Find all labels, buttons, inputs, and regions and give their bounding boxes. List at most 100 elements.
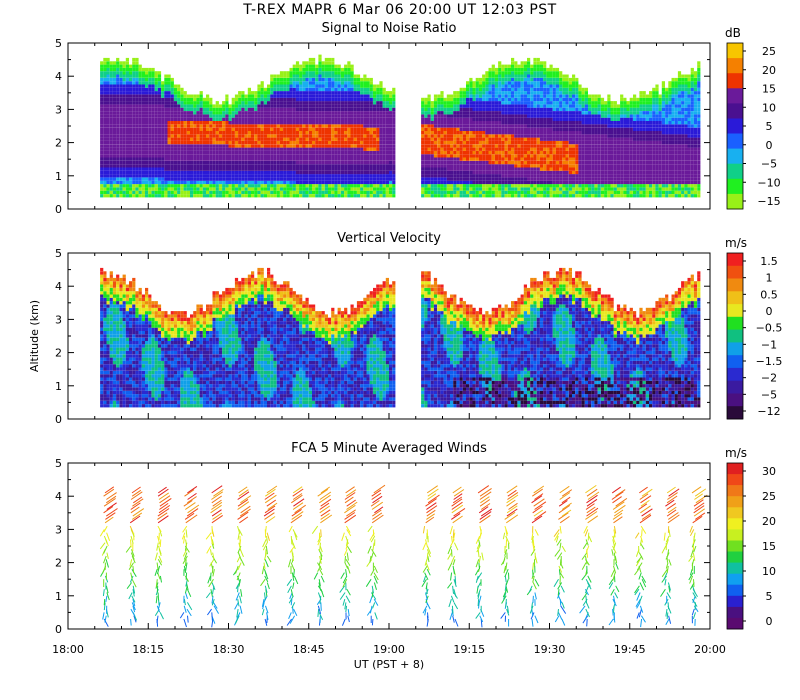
snr-cell <box>433 167 438 171</box>
snr-cell <box>507 187 511 191</box>
snr-cell <box>324 184 328 188</box>
snr-cell <box>234 117 239 121</box>
snr-cell <box>279 81 284 85</box>
snr-cell <box>251 187 255 191</box>
snr-cell <box>350 87 354 92</box>
snr-cell <box>552 94 556 98</box>
snr-cell <box>132 91 136 95</box>
snr-cell <box>222 134 226 138</box>
snr-cell <box>385 187 389 191</box>
snr-cell <box>164 97 168 102</box>
snr-cell <box>186 160 190 165</box>
snr-cell <box>337 154 341 158</box>
snr-cell <box>539 144 544 148</box>
snr-cell <box>446 177 450 181</box>
snr-cell <box>555 117 560 121</box>
snr-cell <box>161 107 165 111</box>
snr-cell <box>555 114 560 118</box>
snr-cell <box>299 184 303 188</box>
snr-cell <box>482 131 486 135</box>
snr-cell <box>462 117 466 121</box>
snr-cell <box>517 64 521 68</box>
snr-cell <box>129 117 133 121</box>
snr-cell <box>488 101 492 105</box>
snr-cell <box>173 157 178 161</box>
snr-cell <box>199 111 203 115</box>
snr-cell <box>344 144 348 148</box>
snr-cell <box>228 104 232 108</box>
snr-cell <box>161 177 165 181</box>
snr-cell <box>385 150 389 155</box>
snr-cell <box>389 170 393 175</box>
snr-cell <box>456 94 460 98</box>
snr-cell <box>475 121 479 125</box>
snr-cell <box>530 71 534 75</box>
snr-cell <box>501 107 505 111</box>
snr-cell <box>514 144 518 148</box>
snr-cell <box>315 137 319 141</box>
snr-cell <box>225 190 229 194</box>
snr-cell <box>238 127 242 131</box>
snr-cell <box>312 170 316 175</box>
snr-cell <box>328 84 332 88</box>
snr-cell <box>267 170 271 175</box>
snr-cell <box>504 114 508 118</box>
snr-cell <box>331 177 335 181</box>
snr-cell <box>376 104 380 108</box>
snr-cell <box>267 107 271 111</box>
snr-cell <box>164 81 168 85</box>
snr-cell <box>450 190 454 194</box>
snr-cell <box>132 140 136 145</box>
snr-cell <box>315 97 319 102</box>
snr-cell <box>459 124 463 128</box>
snr-cell <box>202 147 206 151</box>
snr-cell <box>353 167 357 171</box>
snr-cell <box>295 71 300 75</box>
snr-cell <box>196 154 200 158</box>
snr-cell <box>254 140 258 145</box>
snr-cell <box>190 101 194 105</box>
snr-cell <box>241 167 245 171</box>
snr-cell <box>148 87 152 92</box>
snr-cell <box>443 147 447 151</box>
snr-cell <box>482 157 486 161</box>
snr-cell <box>392 164 396 168</box>
snr-cell <box>459 184 463 188</box>
snr-cell <box>517 194 521 198</box>
snr-cell <box>251 94 255 98</box>
snr-cell <box>482 160 486 165</box>
snr-cell <box>135 94 139 98</box>
snr-cell <box>539 104 544 108</box>
snr-cell <box>453 137 457 141</box>
snr-cell <box>318 194 322 198</box>
snr-cell <box>472 157 476 161</box>
snr-cell <box>270 94 274 98</box>
snr-cell <box>379 127 383 131</box>
snr-cell <box>164 180 168 185</box>
snr-cell <box>453 187 457 191</box>
snr-cell <box>462 137 466 141</box>
snr-cell <box>267 94 271 98</box>
snr-cell <box>424 190 428 194</box>
snr-cell <box>212 184 216 188</box>
snr-cell <box>238 117 242 121</box>
snr-cell <box>421 177 425 181</box>
snr-cell <box>385 180 389 185</box>
snr-cell <box>430 170 434 175</box>
snr-cell <box>244 131 248 135</box>
snr-cell <box>260 91 264 95</box>
snr-cell <box>234 131 239 135</box>
snr-cell <box>321 77 325 82</box>
snr-cell <box>119 71 123 75</box>
snr-cell <box>543 77 547 82</box>
snr-cell <box>122 77 126 82</box>
snr-cell <box>267 144 271 148</box>
snr-cell <box>459 194 463 198</box>
snr-cell <box>543 64 547 68</box>
snr-cell <box>504 174 508 178</box>
snr-cell <box>379 144 383 148</box>
snr-cell <box>270 127 274 131</box>
snr-cell <box>286 134 290 138</box>
snr-cell <box>141 144 145 148</box>
snr-cell <box>157 127 162 131</box>
